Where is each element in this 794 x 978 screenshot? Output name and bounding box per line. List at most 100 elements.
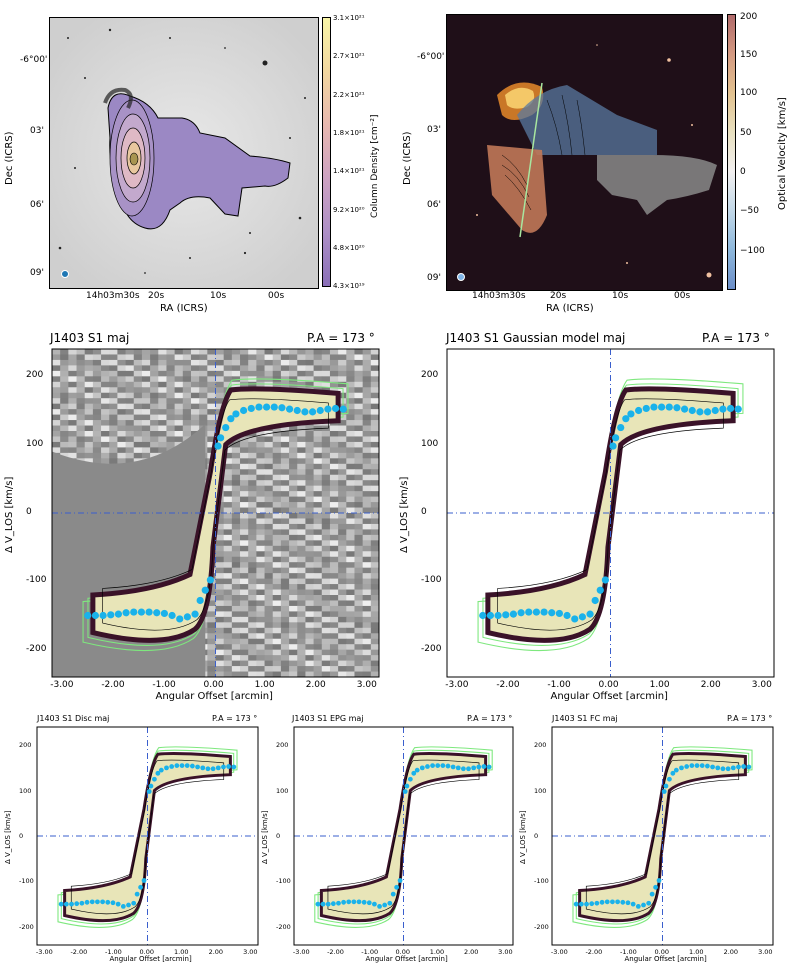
rotation-curve-point [627, 410, 635, 418]
colorbar-tick: 4.3×10¹⁹ [333, 282, 365, 290]
rotation-curve-point [240, 406, 248, 415]
rotation-curve-point [571, 615, 579, 623]
x-tick: 2.00 [723, 948, 739, 956]
x-tick: 3.00 [751, 680, 772, 690]
pv-diagram-plot [51, 348, 380, 678]
rotation-curve-point [89, 899, 95, 905]
data-contour [70, 759, 225, 915]
rotation-curve-point [694, 763, 700, 769]
rotation-curve-point [649, 891, 655, 897]
rotation-curve-point [315, 901, 321, 907]
panel-title: J1403 S1 FC maj [552, 714, 618, 723]
rotation-curve-point [657, 403, 666, 411]
rotation-curve-point [594, 900, 600, 906]
pv-diagram-plot [446, 348, 775, 678]
rotation-curve-point [653, 884, 658, 890]
colorbar-tick: 9.2×10²⁰ [333, 206, 365, 214]
rotation-curve-point [79, 900, 85, 906]
rotation-curve-point [145, 608, 153, 616]
x-tick: 3.00 [498, 948, 513, 956]
x-tick: -2.00 [327, 948, 344, 956]
rotation-curve-point [670, 770, 676, 776]
x-tick: -2.00 [496, 680, 520, 690]
rotation-curve-point [601, 576, 609, 584]
rotation-curve-point [95, 899, 100, 905]
rotation-curve-point [650, 403, 658, 411]
position-angle-label: P.A = 173 ° [467, 714, 513, 723]
x-tick: 1.00 [429, 948, 445, 956]
colorbar-tick: −100 [740, 246, 765, 256]
rotation-curve-point [699, 763, 705, 769]
velocity-image [447, 15, 722, 290]
rotation-curve-point [411, 770, 417, 776]
rotation-curve-point [153, 609, 161, 617]
rotation-curve-point [688, 406, 696, 415]
rotation-curve-point [548, 609, 556, 617]
x-tick: -1.00 [361, 948, 379, 956]
y-axis-label: Dec (ICRS) [4, 131, 15, 185]
y-tick: 0 [19, 832, 24, 840]
rotation-curve-point [191, 610, 199, 618]
y-axis-label: Dec (ICRS) [402, 131, 413, 185]
rotation-curve-point [372, 901, 377, 907]
y-tick: 09' [427, 273, 441, 283]
rotation-curve-point [680, 405, 689, 413]
rotation-curve-point [227, 415, 235, 423]
rotation-curve-point [134, 891, 140, 897]
y-tick: 100 [421, 438, 439, 449]
x-axis-label: Angular Offset [arcmin] [365, 955, 448, 963]
rotation-curve-point [397, 878, 403, 883]
rotation-curve-point [320, 901, 326, 907]
beam-marker [61, 270, 69, 278]
colorbar-tick: 2.2×10²¹ [333, 91, 365, 99]
rotation-curve-point [661, 789, 667, 794]
rotation-curve-point [479, 611, 487, 620]
rotation-curve-point [710, 764, 715, 770]
rotation-curve-point [131, 900, 137, 906]
rotation-curve-point [711, 406, 719, 415]
data-contour [327, 759, 480, 915]
y-axis-label: Δ V_LOS [km/s] [399, 476, 410, 553]
rotation-curve-point [356, 899, 362, 905]
y-tick: 03' [30, 126, 44, 136]
y-tick: 03' [427, 125, 441, 135]
rotation-curve-point [604, 899, 610, 905]
beam-marker [457, 273, 465, 281]
rotation-curve-point [730, 765, 736, 771]
rotation-curve-point [169, 764, 175, 769]
rotation-curve-point [630, 901, 636, 907]
x-tick: 1.00 [174, 948, 189, 956]
rotation-curve-point [155, 770, 161, 776]
rotation-curve-point [351, 899, 357, 905]
y-axis-label: Δ V_LOS [km/s] [261, 810, 269, 864]
rotation-curve-point [684, 764, 690, 769]
rotation-curve-point [734, 405, 742, 413]
rotation-curve-point [414, 767, 420, 773]
y-axis-label: Δ V_LOS [km/s] [4, 476, 15, 553]
colorbar [727, 14, 736, 290]
panel-title: J1403 S1 Gaussian model maj [446, 331, 626, 345]
x-tick: 0.00 [203, 680, 224, 690]
rotation-curve-point [390, 891, 396, 897]
rotation-curve-point [555, 609, 564, 618]
x-tick: 1.00 [254, 680, 275, 690]
pv-emission [319, 751, 488, 923]
rotation-curve-point [726, 404, 735, 413]
rotation-curve-point [206, 576, 214, 584]
rotation-curve-point [445, 763, 451, 769]
y-tick: 200 [276, 741, 289, 750]
colorbar-tick: 4.8×10²⁰ [333, 244, 365, 252]
x-tick: -3.00 [292, 948, 310, 956]
y-tick: 100 [19, 786, 32, 795]
y-tick: -200 [19, 922, 34, 931]
position-angle-label: P.A = 173 ° [212, 714, 258, 723]
rotation-curve-point [336, 900, 341, 906]
rotation-curve-point [435, 763, 441, 769]
rotation-curve-point [308, 408, 317, 416]
rotation-curve-point [525, 608, 533, 616]
rotation-curve-point [746, 764, 752, 770]
rotation-curve-point [168, 611, 176, 620]
y-tick: 0 [276, 832, 281, 840]
x-tick: -2.00 [70, 948, 88, 956]
rotation-curve-point [222, 423, 230, 432]
